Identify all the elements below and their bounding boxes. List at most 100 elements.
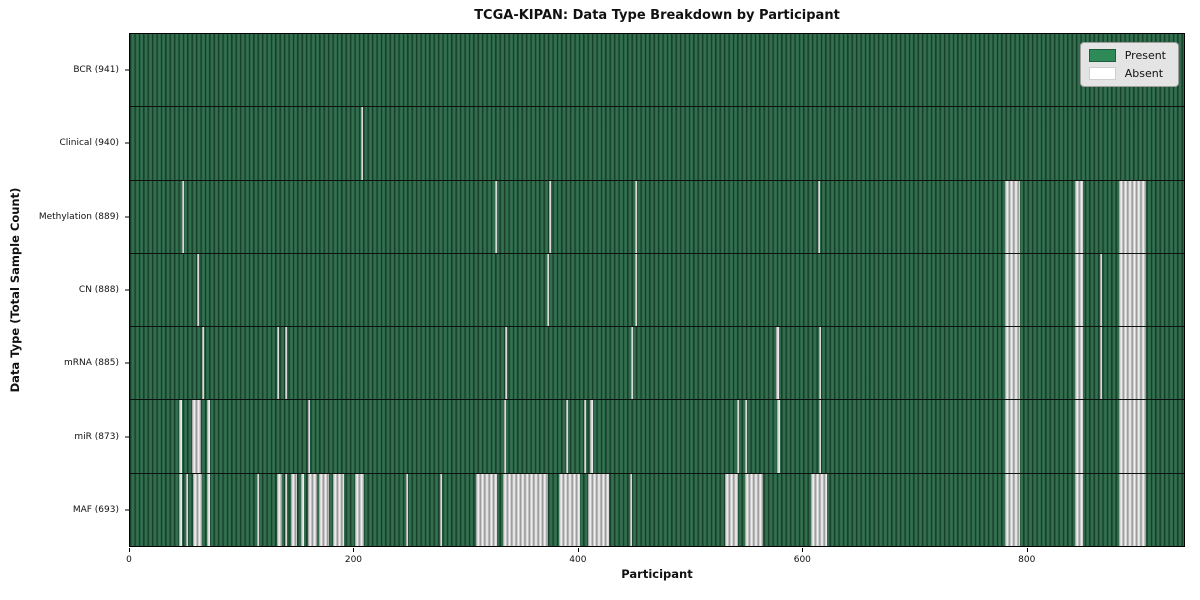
absent-stripe bbox=[360, 107, 363, 180]
absent-stripe bbox=[179, 400, 182, 473]
x-tick-mark bbox=[353, 548, 355, 552]
absent-stripe bbox=[1075, 327, 1084, 400]
absent-stripe bbox=[817, 180, 820, 253]
x-tick-mark bbox=[129, 548, 130, 552]
x-tick-mark bbox=[577, 548, 579, 552]
absent-stripe bbox=[811, 473, 827, 546]
absent-stripe bbox=[1119, 180, 1146, 253]
x-tick-label: 800 bbox=[1018, 555, 1036, 565]
y-tick-mark bbox=[125, 69, 129, 71]
absent-stripe bbox=[201, 327, 204, 400]
absent-stripe bbox=[629, 473, 632, 546]
y-tick-label: BCR (941) bbox=[73, 64, 119, 75]
absent-stripe bbox=[546, 253, 549, 327]
heatmap-row-mir bbox=[130, 400, 1184, 474]
legend-item-present: Present bbox=[1088, 49, 1166, 62]
y-axis: BCR (941) Clinical (940) Methylation (889)… bbox=[0, 33, 129, 547]
absent-stripe bbox=[179, 473, 182, 546]
x-tick-label: 200 bbox=[344, 555, 363, 565]
absent-stripe bbox=[181, 180, 184, 253]
absent-stripe bbox=[818, 400, 822, 473]
absent-stripe bbox=[1075, 473, 1084, 546]
absent-stripe bbox=[502, 473, 548, 546]
absent-stripe bbox=[308, 473, 318, 546]
y-tick-label: Clinical (940) bbox=[59, 138, 119, 149]
absent-stripe bbox=[495, 180, 498, 253]
heatmap-row-bcr bbox=[130, 34, 1184, 108]
y-tick-mark bbox=[125, 436, 129, 438]
absent-stripe bbox=[818, 327, 822, 400]
absent-stripe bbox=[186, 473, 189, 546]
absent-stripe bbox=[1119, 327, 1146, 400]
heatmap-row-methylation bbox=[130, 180, 1184, 254]
absent-stripe bbox=[1119, 473, 1146, 546]
absent-stripe bbox=[440, 473, 443, 546]
plot-area bbox=[129, 33, 1185, 547]
absent-stripe bbox=[505, 327, 508, 400]
absent-stripe bbox=[319, 473, 330, 546]
absent-stripe bbox=[635, 253, 638, 327]
absent-stripe bbox=[744, 473, 763, 546]
absent-stripe bbox=[332, 473, 344, 546]
absent-stripe bbox=[565, 400, 568, 473]
y-tick-mark bbox=[125, 362, 129, 364]
y-tick-mark bbox=[125, 289, 129, 291]
absent-stripe bbox=[207, 400, 210, 473]
legend-label-absent: Absent bbox=[1124, 67, 1164, 80]
x-tick-mark bbox=[802, 548, 804, 552]
absent-stripe bbox=[197, 253, 200, 327]
absent-stripe bbox=[1004, 327, 1021, 400]
x-tick-label: 400 bbox=[569, 555, 587, 565]
y-tick-mark bbox=[125, 142, 129, 144]
x-tick-label: 0 bbox=[126, 555, 132, 565]
y-tick-mark bbox=[125, 509, 129, 511]
absent-stripe bbox=[558, 473, 581, 546]
absent-stripe bbox=[1099, 253, 1103, 327]
x-tick-label: 600 bbox=[793, 555, 811, 565]
absent-stripe bbox=[724, 473, 739, 546]
heatmap-row-maf bbox=[130, 473, 1184, 546]
absent-stripe bbox=[590, 400, 593, 473]
legend-label-present: Present bbox=[1124, 49, 1166, 62]
heatmap-row-clinical bbox=[130, 107, 1184, 181]
absent-stripe bbox=[276, 473, 283, 546]
absent-stripe bbox=[355, 473, 365, 546]
absent-stripe bbox=[284, 327, 287, 400]
absent-stripe bbox=[1004, 180, 1021, 253]
absent-stripe bbox=[548, 180, 552, 253]
absent-stripe bbox=[1075, 400, 1084, 473]
y-tick-label: mRNA (885) bbox=[64, 358, 119, 369]
y-tick-label: Methylation (889) bbox=[38, 211, 119, 222]
legend-swatch-absent-icon bbox=[1088, 67, 1116, 80]
absent-stripe bbox=[1075, 180, 1084, 253]
x-tick-mark bbox=[1026, 548, 1028, 552]
absent-stripe bbox=[1004, 473, 1021, 546]
absent-stripe bbox=[256, 473, 259, 546]
absent-stripe bbox=[308, 400, 311, 473]
absent-stripe bbox=[192, 473, 202, 546]
legend-item-absent: Absent bbox=[1088, 67, 1166, 80]
legend-swatch-present-icon bbox=[1088, 49, 1116, 62]
absent-stripe bbox=[777, 400, 780, 473]
absent-stripe bbox=[776, 327, 779, 400]
absent-stripe bbox=[630, 327, 633, 400]
absent-stripe bbox=[476, 473, 498, 546]
absent-stripe bbox=[1119, 400, 1146, 473]
absent-stripe bbox=[1099, 327, 1103, 400]
absent-stripe bbox=[1004, 400, 1021, 473]
absent-stripe bbox=[744, 400, 748, 473]
absent-stripe bbox=[635, 180, 638, 253]
absent-stripe bbox=[588, 473, 610, 546]
heatmap-row-mrna bbox=[130, 327, 1184, 401]
absent-stripe bbox=[276, 327, 279, 400]
absent-stripe bbox=[504, 400, 507, 473]
chart-title: TCGA-KIPAN: Data Type Breakdown by Parti… bbox=[474, 8, 840, 23]
absent-stripe bbox=[207, 473, 210, 546]
legend: Present Absent bbox=[1079, 42, 1179, 87]
absent-stripe bbox=[291, 473, 297, 546]
x-axis-label: Participant bbox=[621, 567, 693, 581]
absent-stripe bbox=[737, 400, 740, 473]
y-tick-mark bbox=[125, 216, 129, 218]
absent-stripe bbox=[301, 473, 304, 546]
